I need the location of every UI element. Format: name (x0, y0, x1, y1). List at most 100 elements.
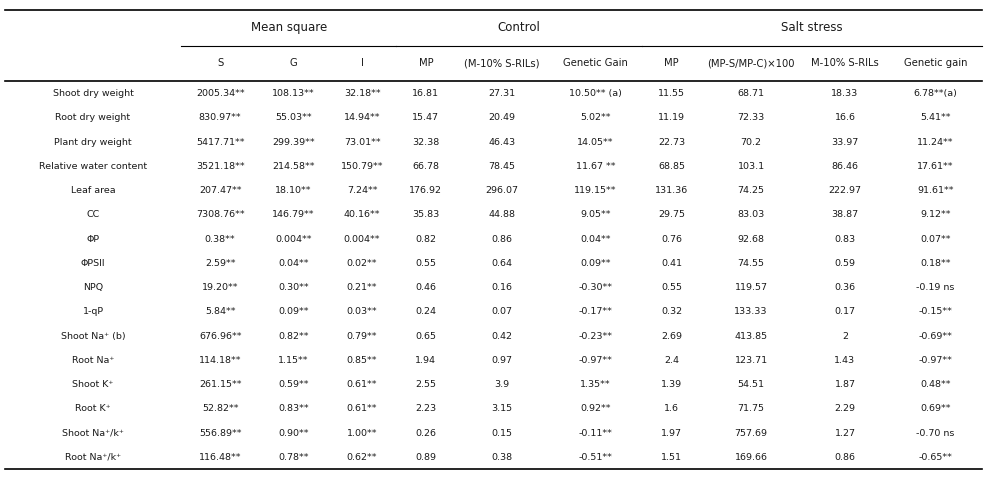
Text: Shoot Na⁺ (b): Shoot Na⁺ (b) (61, 331, 125, 341)
Text: 0.59**: 0.59** (278, 380, 309, 389)
Text: -0.17**: -0.17** (578, 308, 611, 316)
Text: 1.87: 1.87 (833, 380, 855, 389)
Text: 20.49: 20.49 (488, 114, 515, 122)
Text: 556.89**: 556.89** (199, 429, 242, 437)
Text: 32.18**: 32.18** (343, 89, 380, 98)
Text: 11.55: 11.55 (658, 89, 684, 98)
Text: 0.61**: 0.61** (346, 404, 377, 413)
Text: 0.86: 0.86 (833, 453, 855, 462)
Text: 0.07: 0.07 (491, 308, 512, 316)
Text: 0.04**: 0.04** (278, 259, 309, 268)
Text: 92.68: 92.68 (737, 235, 764, 243)
Text: Root dry weight: Root dry weight (55, 114, 130, 122)
Text: 70.2: 70.2 (740, 137, 761, 147)
Text: 0.17: 0.17 (833, 308, 855, 316)
Text: 35.83: 35.83 (412, 210, 439, 219)
Text: 2: 2 (841, 331, 847, 341)
Text: 55.03**: 55.03** (275, 114, 312, 122)
Text: MP: MP (664, 58, 678, 68)
Text: 1.6: 1.6 (664, 404, 678, 413)
Text: 1.27: 1.27 (833, 429, 855, 437)
Text: 0.38**: 0.38** (205, 235, 236, 243)
Text: 0.78**: 0.78** (278, 453, 309, 462)
Text: (M-10% S-RILs): (M-10% S-RILs) (463, 58, 539, 68)
Text: 0.16: 0.16 (491, 283, 512, 292)
Text: 0.64: 0.64 (491, 259, 512, 268)
Text: 0.38: 0.38 (491, 453, 512, 462)
Text: 3.15: 3.15 (491, 404, 512, 413)
Text: 2.55: 2.55 (415, 380, 436, 389)
Text: 11.67 **: 11.67 ** (575, 162, 614, 171)
Text: 0.32: 0.32 (661, 308, 681, 316)
Text: Root Na⁺: Root Na⁺ (72, 356, 114, 365)
Text: -0.51**: -0.51** (578, 453, 611, 462)
Text: Root Na⁺/k⁺: Root Na⁺/k⁺ (65, 453, 121, 462)
Text: 5.84**: 5.84** (205, 308, 236, 316)
Text: Plant dry weight: Plant dry weight (54, 137, 132, 147)
Text: 0.07**: 0.07** (919, 235, 950, 243)
Text: 830.97**: 830.97** (198, 114, 242, 122)
Text: 74.55: 74.55 (737, 259, 764, 268)
Text: 2.29: 2.29 (833, 404, 855, 413)
Text: 108.13**: 108.13** (272, 89, 315, 98)
Text: 2.59**: 2.59** (205, 259, 236, 268)
Text: 119.57: 119.57 (734, 283, 767, 292)
Text: 86.46: 86.46 (830, 162, 858, 171)
Text: I: I (360, 58, 363, 68)
Text: 11.24**: 11.24** (916, 137, 952, 147)
Text: 0.65: 0.65 (415, 331, 436, 341)
Text: 0.46: 0.46 (415, 283, 436, 292)
Text: -0.15**: -0.15** (918, 308, 951, 316)
Text: 103.1: 103.1 (737, 162, 764, 171)
Text: 0.97: 0.97 (491, 356, 512, 365)
Text: 0.55: 0.55 (415, 259, 436, 268)
Text: 1.43: 1.43 (833, 356, 855, 365)
Text: 2.4: 2.4 (664, 356, 678, 365)
Text: 0.26: 0.26 (415, 429, 436, 437)
Text: 33.97: 33.97 (830, 137, 858, 147)
Text: 0.82**: 0.82** (278, 331, 309, 341)
Text: 2005.34**: 2005.34** (195, 89, 245, 98)
Text: 68.71: 68.71 (737, 89, 764, 98)
Text: 0.59: 0.59 (833, 259, 855, 268)
Text: 52.82**: 52.82** (202, 404, 239, 413)
Text: CC: CC (87, 210, 100, 219)
Text: Shoot dry weight: Shoot dry weight (52, 89, 133, 98)
Text: 0.21**: 0.21** (346, 283, 377, 292)
Text: 44.88: 44.88 (488, 210, 515, 219)
Text: 150.79**: 150.79** (340, 162, 383, 171)
Text: 22.73: 22.73 (658, 137, 684, 147)
Text: 68.85: 68.85 (658, 162, 684, 171)
Text: ΦP: ΦP (87, 235, 100, 243)
Text: 1.97: 1.97 (661, 429, 681, 437)
Text: 0.09**: 0.09** (278, 308, 309, 316)
Text: -0.97**: -0.97** (578, 356, 611, 365)
Text: 131.36: 131.36 (655, 186, 687, 195)
Text: NPQ: NPQ (83, 283, 103, 292)
Text: Shoot Na⁺/k⁺: Shoot Na⁺/k⁺ (62, 429, 124, 437)
Text: 0.86: 0.86 (491, 235, 512, 243)
Text: 114.18**: 114.18** (199, 356, 242, 365)
Text: -0.19 ns: -0.19 ns (915, 283, 953, 292)
Text: 0.55: 0.55 (661, 283, 681, 292)
Text: 18.10**: 18.10** (275, 186, 312, 195)
Text: 0.004**: 0.004** (343, 235, 380, 243)
Text: 0.41: 0.41 (661, 259, 681, 268)
Text: -0.97**: -0.97** (918, 356, 951, 365)
Text: 5.02**: 5.02** (580, 114, 610, 122)
Text: 299.39**: 299.39** (272, 137, 315, 147)
Text: -0.23**: -0.23** (578, 331, 611, 341)
Text: 7308.76**: 7308.76** (195, 210, 245, 219)
Text: S: S (217, 58, 223, 68)
Text: M-10% S-RILs: M-10% S-RILs (810, 58, 878, 68)
Text: 0.83: 0.83 (833, 235, 855, 243)
Text: 119.15**: 119.15** (574, 186, 616, 195)
Text: 11.19: 11.19 (658, 114, 684, 122)
Text: 0.61**: 0.61** (346, 380, 377, 389)
Text: 1.51: 1.51 (661, 453, 681, 462)
Text: MP: MP (418, 58, 433, 68)
Text: 1.35**: 1.35** (580, 380, 610, 389)
Text: 7.24**: 7.24** (346, 186, 377, 195)
Text: 757.69: 757.69 (734, 429, 767, 437)
Text: 19.20**: 19.20** (202, 283, 239, 292)
